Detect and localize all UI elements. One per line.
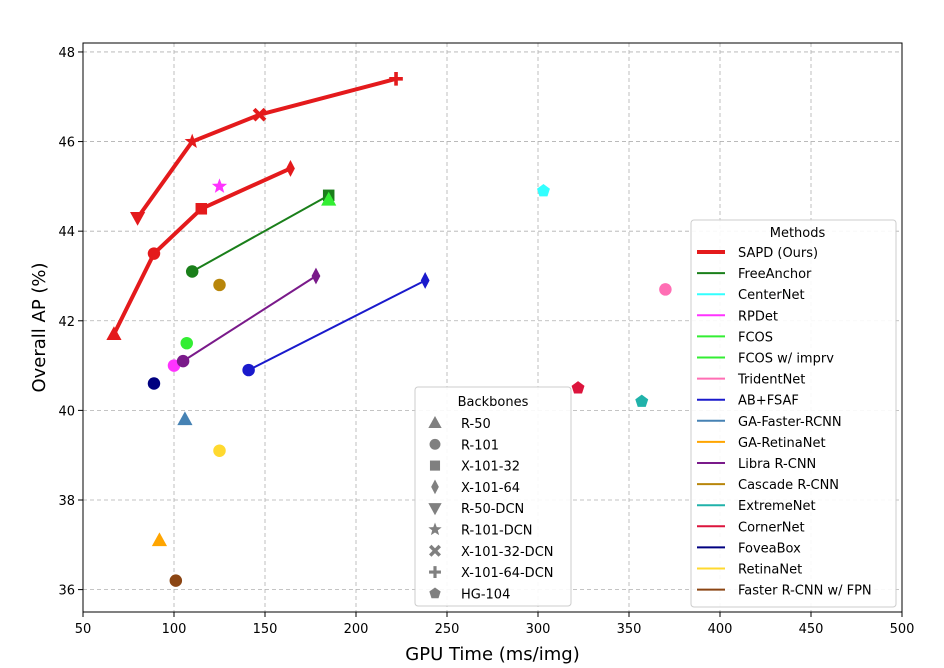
legend-marker-x	[429, 544, 441, 557]
legend-method-label: Cascade R-CNN	[738, 478, 839, 493]
data-point-sapd-ours-thin-diamond	[286, 160, 295, 177]
data-point-retinanet-circle	[213, 444, 226, 457]
data-point-extremenet-pentagon	[635, 394, 649, 407]
legend-backbone-label: X-101-64	[461, 481, 520, 496]
legend-backbone-label: R-101	[461, 438, 499, 453]
x-tick-label: 100	[162, 622, 187, 637]
data-point-centernet-pentagon	[536, 184, 550, 197]
legend-methods: Methods SAPD (Ours) FreeAnchor CenterNet RPD…	[690, 219, 897, 608]
legend-method-label: ExtremeNet	[738, 499, 816, 514]
legend-method-label: FCOS	[738, 330, 773, 345]
legend-backbones: Backbones R-50 R-101 X-101-32 X-101-64 R-50-D…	[414, 386, 572, 607]
legend-method-label: GA-RetinaNet	[738, 436, 826, 451]
y-axis: 36 38 40 42 44 46 48	[58, 46, 83, 599]
legend-method-label: Faster R-CNN w/ FPN	[738, 584, 872, 599]
legend-marker-star	[428, 522, 442, 536]
legend-methods-box	[690, 219, 897, 608]
legend-backbones-box	[414, 386, 572, 607]
data-point-foveabox-circle	[147, 377, 161, 390]
data-points	[106, 72, 672, 587]
legend-backbones-title: Backbones	[458, 395, 529, 410]
legend-marker-circle	[429, 438, 441, 450]
data-point-libra-r-cnn-circle	[176, 354, 190, 368]
series-line-sapd-ours	[112, 166, 292, 336]
x-tick-label: 200	[344, 622, 369, 637]
legend-methods-title: Methods	[770, 226, 826, 241]
series-line-ab-fsaf	[248, 279, 426, 371]
x-tick-label: 350	[617, 622, 642, 637]
legend-marker-pentagon	[429, 587, 441, 599]
legend-marker-triangle-down	[428, 503, 442, 516]
legend-method-label: TridentNet	[737, 373, 805, 388]
data-point-fcos-w-imprv-triangle-up	[321, 191, 337, 206]
legend-backbone-label: R-50	[461, 417, 491, 432]
data-point-libra-r-cnn-thin-diamond	[311, 267, 321, 285]
legend-backbone-label: HG-104	[461, 587, 510, 602]
legend-backbone-label: X-101-32-DCN	[461, 545, 554, 560]
data-point-ab-fsaf-circle	[242, 363, 255, 377]
data-point-ab-fsaf-thin-diamond	[420, 272, 430, 289]
x-tick-label: 50	[75, 622, 92, 637]
series-line-libra-r-cnn	[182, 275, 317, 362]
plot-frame	[82, 42, 903, 613]
y-axis-label: Overall AP (%)	[29, 262, 50, 392]
legend-marker-thin-diamond	[431, 479, 439, 495]
legend-method-label: AB+FSAF	[738, 394, 799, 409]
data-point-rpdet-star	[211, 178, 228, 193]
data-point-ga-faster-rcnn-triangle-up	[177, 411, 193, 426]
data-point-tridentnet-circle	[659, 283, 672, 296]
legend-method-label: RetinaNet	[738, 563, 802, 578]
x-tick-label: 450	[799, 622, 824, 637]
data-point-cascade-r-cnn-circle	[213, 278, 226, 292]
data-point-sapd-ours-triangle-down	[130, 211, 146, 226]
x-tick-label: 400	[708, 622, 733, 637]
data-point-fcos-circle	[180, 336, 193, 350]
data-point-sapd-ours-x	[252, 107, 267, 122]
y-tick-label: 48	[58, 46, 75, 61]
legend-backbone-label: R-101-DCN	[461, 524, 533, 539]
x-tick-label: 250	[435, 622, 460, 637]
legend-marker-triangle-up	[428, 416, 442, 429]
data-point-sapd-ours-square	[195, 203, 208, 215]
x-axis: 50 100 150 200 250 300 350 400 450 500	[75, 612, 915, 637]
series-line-freeanchor	[191, 194, 330, 273]
data-point-ga-retinanet-triangle-up	[151, 532, 168, 547]
y-tick-label: 44	[58, 225, 75, 240]
data-point-sapd-ours-circle	[147, 247, 161, 260]
legend-method-label: FCOS w/ imprv	[738, 352, 834, 367]
legend-backbone-label: R-50-DCN	[461, 502, 524, 517]
legend-method-label: CenterNet	[738, 288, 805, 303]
legend-method-label: FoveaBox	[738, 541, 801, 556]
legend-method-label: CornerNet	[738, 520, 805, 535]
data-point-faster-r-cnn-w-fpn-circle	[169, 574, 183, 587]
legend-method-label: GA-Faster-RCNN	[738, 415, 842, 430]
data-point-cornernet-pentagon	[571, 381, 585, 394]
y-tick-label: 46	[58, 136, 75, 151]
legend-backbone-label: X-101-64-DCN	[461, 566, 554, 581]
series-line-sapd-ours	[135, 76, 397, 219]
legend-marker-square	[429, 460, 441, 471]
data-point-freeanchor-circle	[185, 265, 199, 278]
legend-method-label: FreeAnchor	[738, 267, 812, 282]
y-tick-label: 38	[58, 494, 75, 509]
x-axis-label: GPU Time (ms/img)	[405, 644, 579, 665]
y-tick-label: 42	[58, 315, 75, 330]
x-tick-label: 300	[526, 622, 551, 637]
legend-method-label: SAPD (Ours)	[738, 246, 818, 261]
legend-method-label: Libra R-CNN	[738, 457, 816, 472]
data-point-sapd-ours-triangle-up	[106, 326, 122, 340]
x-tick-label: 150	[253, 622, 278, 637]
legend-backbone-label: X-101-32	[461, 460, 520, 475]
legend-marker-plus	[429, 566, 441, 579]
legend-method-label: RPDet	[738, 309, 778, 324]
data-point-sapd-ours-star	[184, 133, 200, 149]
data-point-sapd-ours-plus	[389, 72, 403, 86]
y-tick-label: 40	[58, 404, 75, 419]
x-tick-label: 500	[890, 622, 915, 637]
y-tick-label: 36	[58, 584, 75, 599]
series-lines	[112, 76, 426, 371]
